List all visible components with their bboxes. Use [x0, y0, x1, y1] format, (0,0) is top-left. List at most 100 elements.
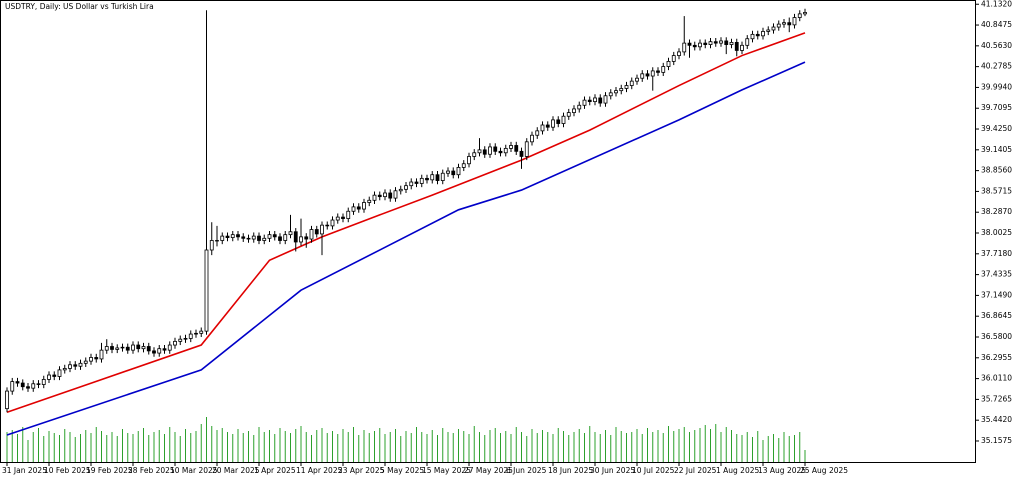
volume-bar [678, 429, 680, 462]
volume-bar [552, 434, 554, 462]
x-tick-label: 18 Jun 2025 [548, 466, 593, 475]
volume-bar [43, 436, 45, 462]
volume-bar [416, 427, 417, 462]
candle-body [577, 104, 582, 110]
candle-body [661, 66, 666, 73]
y-tick-label: 39.4250 [981, 124, 1012, 133]
candle-body [131, 344, 135, 351]
y-tick-label: 40.8475 [981, 20, 1012, 29]
candle-body [26, 386, 30, 389]
candle-body [692, 44, 697, 48]
volume-bar [237, 429, 239, 462]
volume-bar [174, 432, 176, 462]
volume-bar [111, 432, 113, 462]
candle-body [414, 181, 419, 184]
candle-body [115, 347, 120, 350]
volume-bar [227, 432, 228, 462]
candle-body [31, 383, 36, 389]
candle-body [619, 88, 624, 92]
volume-bar [515, 427, 517, 462]
candle-body [734, 41, 739, 51]
volume-bar [211, 426, 213, 462]
volume-bar [395, 429, 396, 462]
candle-body [36, 383, 41, 385]
candle-body [204, 249, 209, 332]
candle-body [514, 145, 519, 152]
candle-body [608, 92, 613, 97]
volume-bar [290, 433, 291, 462]
volume-bar [494, 428, 496, 462]
y-tick-label: 37.1490 [981, 290, 1012, 299]
y-tick-label: 36.0110 [981, 374, 1012, 383]
candle-body [188, 333, 193, 339]
candle-body [99, 349, 104, 360]
volume-bar [347, 432, 349, 462]
y-tick-label: 38.2870 [981, 207, 1012, 216]
candle-body [545, 124, 550, 128]
candle-body [356, 206, 361, 210]
candle-body [530, 134, 534, 143]
volume-bar [169, 427, 171, 462]
candle-body [771, 26, 776, 31]
candle-body [110, 346, 114, 350]
volume-bar [725, 427, 727, 462]
volume-bar [594, 432, 596, 462]
candle-body [73, 364, 78, 367]
candle-body [68, 364, 72, 369]
volume-bar [767, 436, 769, 462]
volume-bar [752, 437, 753, 462]
candle-body [362, 202, 366, 210]
candle-body [451, 170, 456, 176]
candle-body [593, 97, 597, 103]
candle-body [703, 42, 708, 45]
y-tick-label: 37.7180 [981, 249, 1012, 258]
y-tick-label: 40.2785 [981, 62, 1012, 71]
volume-bar [573, 432, 575, 462]
volume-bar [799, 432, 801, 462]
candle-body [745, 38, 750, 46]
moving-average-line [6, 61, 806, 436]
y-tick-label: 39.9940 [981, 82, 1012, 91]
volume-bar [458, 429, 459, 462]
volume-bar [542, 430, 543, 462]
candle-body [535, 130, 540, 136]
volume-bar [11, 430, 13, 462]
volume-bar [505, 431, 507, 462]
volume-bar [274, 434, 276, 462]
candle-body [435, 174, 440, 181]
volume-bar [258, 427, 260, 462]
candle-body [120, 346, 125, 349]
candle-body [351, 206, 356, 212]
volume-bar [683, 427, 685, 462]
x-tick-label: 11 Apr 2025 [296, 466, 343, 475]
volume-bar [437, 435, 438, 462]
candle-body [713, 41, 718, 44]
volume-bar [589, 426, 591, 462]
volume-bar [631, 432, 633, 462]
candle-body [729, 41, 734, 45]
volume-bar [731, 430, 732, 462]
x-tick-label: 27 May 2025 [464, 466, 513, 475]
candle-body [671, 55, 676, 62]
candle-body [755, 33, 760, 37]
x-tick-label: 5 May 2025 [380, 466, 424, 475]
volume-bar [363, 430, 365, 462]
candle-body [556, 119, 561, 124]
volume-bar [463, 431, 465, 462]
y-tick-label: 35.1575 [981, 436, 1012, 445]
volume-bar [101, 431, 102, 462]
candle-body [477, 149, 482, 154]
volume-bar [27, 440, 29, 462]
candle-body [325, 224, 330, 227]
candle-body [404, 185, 408, 190]
y-tick-label: 39.7095 [981, 103, 1012, 112]
candle-body [666, 61, 671, 67]
volume-bar [106, 435, 108, 462]
candle-body [215, 240, 219, 242]
volume-bar [773, 434, 774, 462]
volume-bar [746, 432, 748, 462]
volume-bar [17, 434, 18, 462]
candle-body [257, 235, 261, 241]
candle-body [141, 346, 146, 350]
candle-body [446, 170, 450, 174]
